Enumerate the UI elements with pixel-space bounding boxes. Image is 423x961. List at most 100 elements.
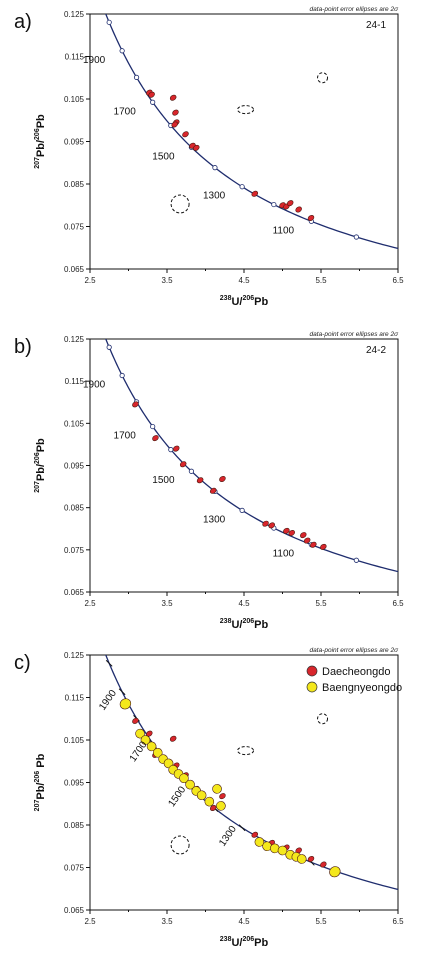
y-tick-label: 0.075 — [64, 223, 85, 232]
concordia-age-marker — [106, 19, 112, 25]
error-ellipse-note: data-point error ellipses are 2σ — [310, 6, 400, 13]
y-tick-label: 0.105 — [64, 95, 85, 104]
error-ellipse-note: data-point error ellipses are 2σ — [310, 331, 400, 338]
concordia-age-label: 1700 — [114, 106, 137, 117]
concordia-age-label: 1500 — [152, 475, 175, 486]
reference-error-ellipse — [317, 72, 329, 84]
x-axis-title-part: U/ — [231, 937, 242, 949]
error-ellipse-note: data-point error ellipses are 2σ — [310, 647, 400, 654]
reference-error-ellipse — [170, 835, 190, 855]
data-ellipse — [169, 735, 177, 742]
reference-error-ellipse — [237, 746, 255, 756]
x-axis-title-part: U/ — [231, 619, 242, 631]
concordia-age-marker — [188, 468, 195, 474]
x-tick-label: 5.5 — [315, 917, 327, 926]
panel-label: a) — [14, 11, 32, 33]
y-tick-label: 0.105 — [64, 419, 85, 428]
y-tick-label: 0.125 — [64, 10, 85, 19]
data-ellipse — [269, 843, 280, 854]
reference-error-ellipse — [317, 713, 329, 725]
x-axis-title-part: Pb — [254, 619, 268, 631]
y-axis-title-part: Pb — [35, 753, 47, 770]
x-tick-label: 6.5 — [392, 917, 404, 926]
y-tick-label: 0.115 — [65, 53, 85, 62]
concordia-age-marker — [271, 201, 277, 208]
x-tick-label: 6.5 — [392, 599, 404, 608]
concordia-age-label: 1700 — [114, 431, 137, 442]
x-axis-title-part: 206 — [242, 936, 254, 943]
data-ellipse — [132, 717, 139, 724]
x-axis-title: 238U/206Pb — [220, 936, 269, 949]
x-tick-label: 2.5 — [84, 917, 96, 926]
x-tick-label: 3.5 — [161, 276, 173, 285]
chart-panel-2: 2.5 3.5 4.5 5.5 6.5 0.065 0.075 0.085 0.095 0.105… — [14, 647, 404, 949]
y-axis-title-part: Pb/ — [35, 464, 47, 481]
y-tick-label: 0.095 — [64, 138, 85, 147]
plot-area — [105, 655, 398, 891]
legend-label: Daecheongdo — [322, 666, 391, 678]
concordia-age-marker — [168, 447, 174, 453]
y-tick-label: 0.125 — [64, 651, 85, 660]
y-tick-label: 0.095 — [64, 779, 85, 788]
y-axis-title-part: 206 — [34, 128, 41, 140]
concordia-age-marker — [119, 372, 125, 379]
x-tick-label: 3.5 — [161, 917, 173, 926]
y-tick-label: 0.085 — [64, 180, 85, 189]
y-tick-label: 0.115 — [65, 377, 85, 386]
chart-panel-0: 2.5 3.5 4.5 5.5 6.5 0.065 0.075 0.085 0.095 0.105… — [14, 6, 404, 308]
data-ellipse — [171, 121, 178, 128]
sample-id: 24-1 — [366, 20, 386, 31]
y-tick-label: 0.065 — [64, 588, 85, 597]
concordia-age-marker — [212, 165, 218, 171]
y-axis-title-part: 206 — [34, 452, 41, 464]
data-ellipse — [254, 837, 265, 847]
data-ellipse — [209, 487, 217, 494]
data-ellipse — [262, 841, 272, 852]
data-ellipse — [172, 445, 180, 452]
legend-swatch — [306, 681, 318, 693]
concordia-age-marker — [150, 423, 156, 430]
x-tick-label: 4.5 — [238, 599, 250, 608]
concordia-age-marker — [353, 234, 359, 240]
data-ellipse — [219, 793, 226, 800]
y-axis-title-part: Pb — [35, 438, 47, 452]
x-tick-label: 5.5 — [315, 599, 327, 608]
data-ellipse — [119, 698, 132, 710]
y-tick-label: 0.065 — [64, 906, 85, 915]
chart-panel-1: 2.5 3.5 4.5 5.5 6.5 0.065 0.075 0.085 0.095 0.105… — [14, 331, 404, 631]
concordia-curve — [105, 14, 398, 250]
x-tick-label: 4.5 — [238, 917, 250, 926]
x-tick-label: 6.5 — [392, 276, 404, 285]
data-ellipse — [182, 131, 189, 138]
x-axis-title-part: Pb — [254, 937, 268, 949]
data-ellipse — [262, 520, 269, 527]
y-axis-title: 207Pb/206 Pb — [34, 753, 47, 811]
data-ellipse — [132, 401, 139, 408]
plot-frame — [89, 13, 399, 270]
y-axis-title-part: Pb/ — [35, 783, 47, 800]
data-ellipse — [251, 831, 259, 838]
x-axis-title-part: 238 — [220, 295, 232, 302]
y-tick-label: 0.105 — [64, 736, 85, 745]
concordia-age-tick — [118, 688, 126, 696]
concordia-age-marker — [119, 48, 125, 54]
data-ellipse — [152, 435, 159, 442]
data-ellipse — [196, 477, 204, 484]
data-ellipse — [216, 801, 226, 811]
legend-swatch — [306, 665, 318, 677]
y-tick-label: 0.075 — [64, 546, 85, 555]
concordia-age-marker — [239, 507, 245, 513]
data-ellipse — [169, 94, 177, 101]
concordia-age-label: 1900 — [83, 379, 106, 390]
data-ellipse — [300, 532, 307, 539]
reference-error-ellipse — [237, 105, 255, 115]
data-ellipse — [204, 796, 215, 807]
data-ellipse — [286, 200, 294, 207]
data-ellipse — [307, 215, 315, 221]
x-axis-title-part: 238 — [220, 936, 232, 943]
legend-label: Baengnyeongdo — [322, 682, 402, 694]
data-ellipse — [320, 543, 327, 550]
concordia-age-marker — [150, 99, 156, 105]
y-tick-label: 0.065 — [64, 265, 85, 274]
